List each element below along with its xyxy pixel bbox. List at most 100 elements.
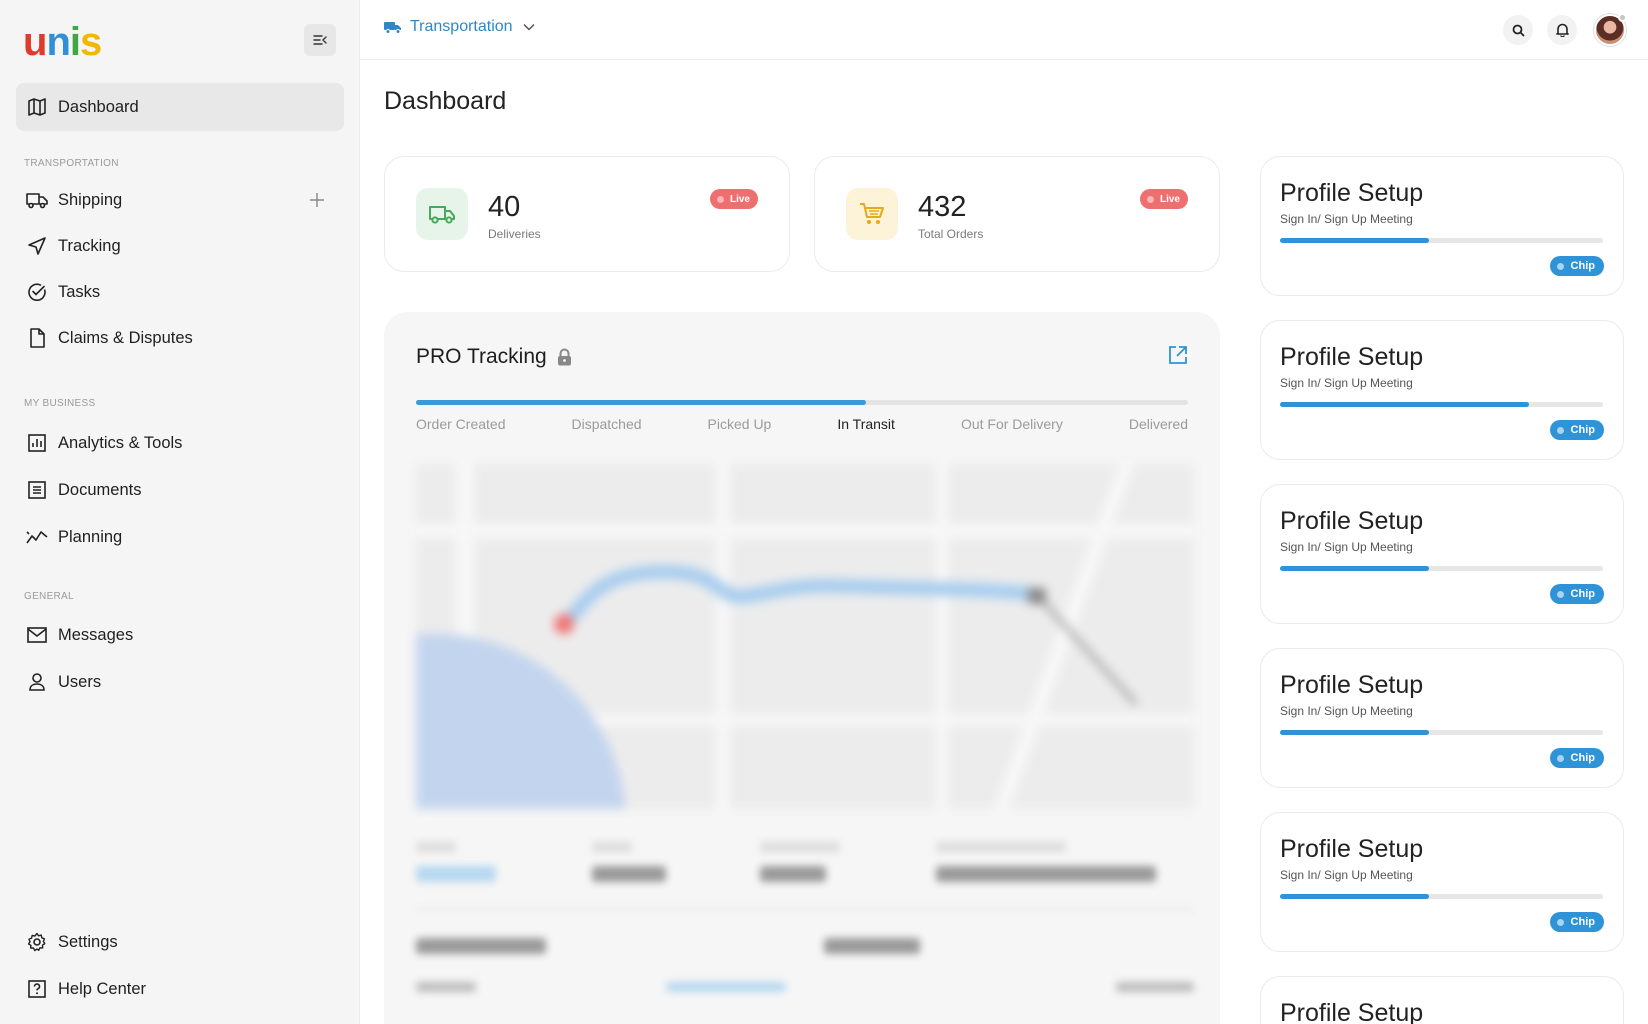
step-delivered: Delivered <box>1128 416 1188 432</box>
live-badge: Live <box>1139 189 1188 209</box>
card-title: Profile Setup <box>1280 671 1424 699</box>
sidebar-item-label: Claims & Disputes <box>58 328 193 347</box>
sidebar-item-help[interactable]: Help Center <box>16 965 344 1013</box>
profile-setup-card[interactable]: Profile Setup Sign In/ Sign Up Meeting C… <box>1260 484 1624 624</box>
chip[interactable]: Chip <box>1549 420 1604 440</box>
sidebar-item-shipping[interactable]: Shipping <box>16 176 344 224</box>
sidebar-item-documents[interactable]: Documents <box>16 466 344 514</box>
truck-icon <box>416 188 468 240</box>
step-dispatched: Dispatched <box>571 416 642 432</box>
stat-card-deliveries[interactable]: 40 Deliveries Live <box>384 156 790 272</box>
chip-dot <box>1556 426 1564 434</box>
bell-icon <box>1555 23 1569 37</box>
sidebar-item-label: Messages <box>58 625 134 644</box>
stat-value: 432 <box>918 191 967 223</box>
card-subtitle: Sign In/ Sign Up Meeting <box>1280 376 1413 390</box>
card-title: Profile Setup <box>1280 835 1424 863</box>
logo-letter: u <box>23 20 47 64</box>
sidebar-item-planning[interactable]: Planning <box>16 513 344 561</box>
chip[interactable]: Chip <box>1549 748 1604 768</box>
profile-setup-card[interactable]: Profile Setup Sign In/ Sign Up Meeting C… <box>1260 812 1624 952</box>
navigation-arrow-icon <box>26 235 48 257</box>
card-subtitle: Sign In/ Sign Up Meeting <box>1280 540 1413 554</box>
profile-setup-card[interactable]: Profile Setup Sign In/ Sign Up Meeting C… <box>1260 320 1624 460</box>
avatar[interactable] <box>1594 14 1626 46</box>
sidebar-item-claims[interactable]: Claims & Disputes <box>16 314 344 362</box>
chip-label: Chip <box>1570 916 1595 928</box>
sidebar-item-label: Tasks <box>58 282 101 301</box>
trend-chart-icon <box>26 526 48 548</box>
tracking-progress-fill <box>416 400 867 405</box>
chevron-down-icon <box>523 23 535 31</box>
status-dot <box>1618 13 1627 22</box>
module-label: Transportation <box>410 18 513 35</box>
chip-dot <box>1556 262 1564 270</box>
step-in-transit: In Transit <box>837 416 895 432</box>
document-icon <box>26 479 48 501</box>
stat-label: Deliveries <box>488 227 541 241</box>
collapse-sidebar-button[interactable] <box>304 24 336 56</box>
truck-icon <box>26 189 48 211</box>
card-subtitle: Sign In/ Sign Up Meeting <box>1280 704 1413 718</box>
sidebar-item-settings[interactable]: Settings <box>16 918 344 966</box>
sidebar-item-messages[interactable]: Messages <box>16 611 344 659</box>
section-label-my-business: MY BUSINESS <box>24 398 96 409</box>
stat-card-total-orders[interactable]: 432 Total Orders Live <box>814 156 1220 272</box>
sidebar-item-tasks[interactable]: Tasks <box>16 268 344 316</box>
card-progress-fill <box>1280 894 1429 899</box>
page-title: Dashboard <box>384 87 507 115</box>
sidebar-item-label: Planning <box>58 527 123 546</box>
card-title: Profile Setup <box>1280 343 1424 371</box>
card-progress-fill <box>1280 566 1429 571</box>
sidebar-item-analytics[interactable]: Analytics & Tools <box>16 419 344 467</box>
tracking-title: PRO Tracking <box>416 345 572 369</box>
chip[interactable]: Chip <box>1549 256 1604 276</box>
bar-chart-icon <box>26 432 48 454</box>
chip-dot <box>1556 918 1564 926</box>
notifications-button[interactable] <box>1547 15 1577 45</box>
section-label-general: GENERAL <box>24 591 74 602</box>
logo-letter: s <box>80 20 102 64</box>
card-progress <box>1280 402 1603 407</box>
sidebar-item-tracking[interactable]: Tracking <box>16 222 344 270</box>
help-icon <box>26 978 48 1000</box>
plus-icon[interactable] <box>306 189 328 211</box>
sidebar: unis Dashboard TRANSPORTATION Shipping T… <box>0 0 360 1024</box>
live-label: Live <box>1159 193 1180 205</box>
card-progress-fill <box>1280 238 1429 243</box>
card-progress <box>1280 894 1603 899</box>
chip-label: Chip <box>1570 752 1595 764</box>
logo-letter: n <box>46 20 70 64</box>
sidebar-item-label: Documents <box>58 480 142 499</box>
search-button[interactable] <box>1503 15 1533 45</box>
profile-setup-card[interactable]: Profile Setup Sign In/ Sign Up Meeting C… <box>1260 648 1624 788</box>
external-link-icon[interactable] <box>1168 345 1188 365</box>
profile-setup-card[interactable]: Profile Setup Sign In/ Sign Up Meeting C… <box>1260 156 1624 296</box>
sidebar-item-label: Dashboard <box>58 97 139 116</box>
sidebar-item-users[interactable]: Users <box>16 658 344 706</box>
profile-setup-card[interactable]: Profile Setup <box>1260 976 1624 1024</box>
chip-label: Chip <box>1570 260 1595 272</box>
unis-logo[interactable]: unis <box>23 20 102 64</box>
card-progress <box>1280 238 1603 243</box>
topbar: Transportation <box>360 0 1648 60</box>
sidebar-item-label: Users <box>58 672 102 691</box>
card-subtitle: Sign In/ Sign Up Meeting <box>1280 868 1413 882</box>
stat-value: 40 <box>488 191 521 223</box>
sidebar-item-label: Analytics & Tools <box>58 433 183 452</box>
module-selector[interactable]: Transportation <box>384 18 535 36</box>
map-icon <box>26 96 48 118</box>
user-icon <box>26 671 48 693</box>
card-subtitle: Sign In/ Sign Up Meeting <box>1280 212 1413 226</box>
chip[interactable]: Chip <box>1549 912 1604 932</box>
card-title: Profile Setup <box>1280 507 1424 535</box>
sidebar-item-dashboard[interactable]: Dashboard <box>16 83 344 131</box>
search-icon <box>1512 24 1525 37</box>
route-line <box>554 564 1138 706</box>
step-picked-up: Picked Up <box>707 416 772 432</box>
card-title: Profile Setup <box>1280 179 1424 207</box>
chip[interactable]: Chip <box>1549 584 1604 604</box>
step-out-for-delivery: Out For Delivery <box>960 416 1063 432</box>
tracking-map[interactable] <box>416 464 1194 809</box>
pro-tracking-card: PRO Tracking Order Created Dispatched Pi… <box>384 312 1220 1024</box>
